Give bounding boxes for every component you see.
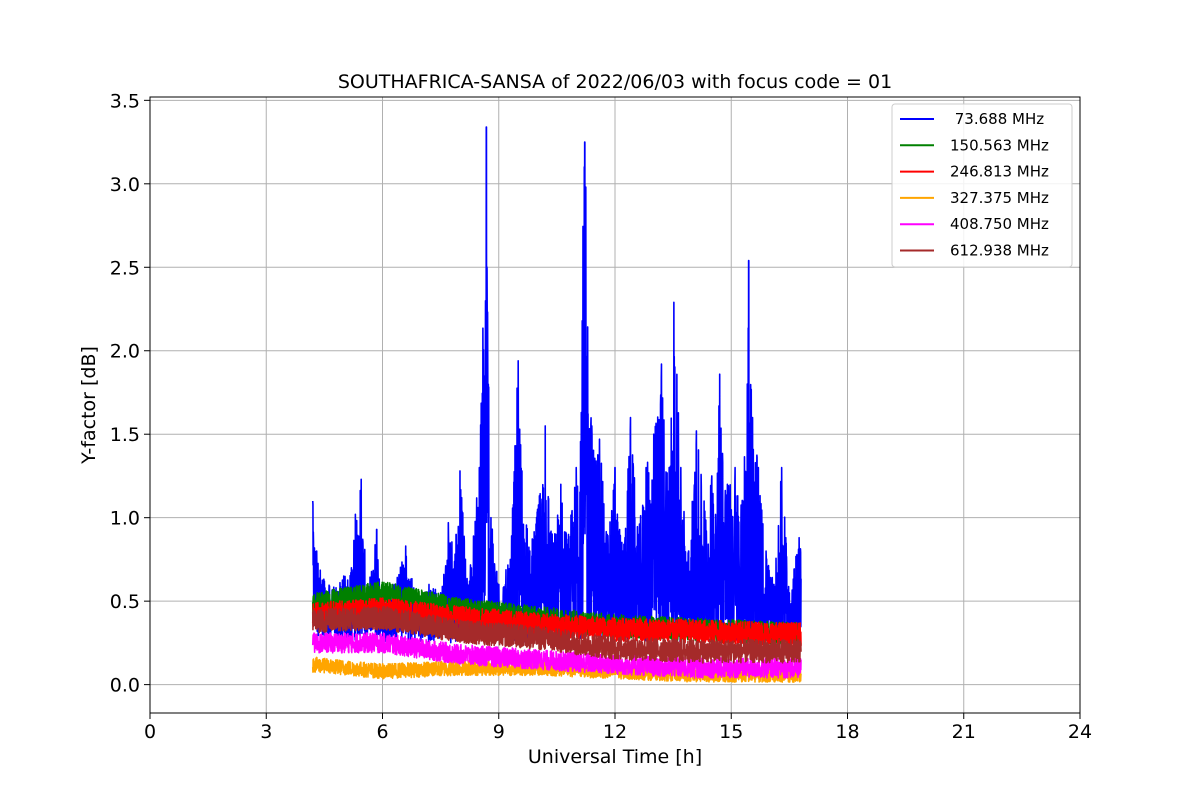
legend-entry: 612.938 MHz: [950, 242, 1049, 260]
legend-entry: 150.563 MHz: [950, 136, 1049, 154]
y-tick-label: 3.0: [110, 174, 140, 196]
legend-box: [891, 103, 1073, 268]
x-tick-label: 24: [1068, 721, 1092, 743]
x-tick-label: 18: [835, 721, 859, 743]
x-tick-label: 9: [493, 721, 505, 743]
series-line: [311, 606, 802, 664]
legend-entry: 246.813 MHz: [950, 163, 1049, 181]
y-tick-label: 2.0: [110, 341, 140, 363]
x-tick-label: 6: [376, 721, 388, 743]
y-tick-label: 1.5: [110, 424, 140, 446]
legend-entry: 327.375 MHz: [950, 189, 1049, 207]
legend: 73.688 MHz 150.563 MHz 246.813 MHz 327.375 …: [891, 103, 1073, 268]
series-line: [311, 126, 802, 644]
y-tick-label: 2.5: [110, 257, 140, 279]
plot-area: [311, 126, 802, 683]
x-tick-label: 3: [260, 721, 272, 743]
y-tick-label: 0.5: [110, 591, 140, 613]
y-tick-label: 0.0: [110, 675, 140, 697]
x-tick-label: 0: [144, 721, 156, 743]
y-axis-label: Y-factor [dB]: [78, 346, 100, 465]
x-axis-label: Universal Time [h]: [528, 746, 702, 768]
legend-entry: 408.750 MHz: [950, 215, 1049, 233]
y-tick-label: 3.5: [110, 90, 140, 112]
x-tick-label: 12: [603, 721, 627, 743]
x-tick-label: 21: [952, 721, 976, 743]
chart-title: SOUTHAFRICA-SANSA of 2022/06/03 with foc…: [338, 71, 892, 93]
grid: [149, 97, 1081, 713]
legend-entry: 73.688 MHz: [950, 110, 1044, 128]
y-axis: 0.0 0.5 1.0 1.5 2.0 2.5 3.0 3.5: [110, 90, 150, 697]
y-tick-label: 1.0: [110, 508, 140, 530]
x-tick-label: 15: [719, 721, 743, 743]
x-axis: 0 3 6 9 12 15 18 21 24: [144, 713, 1092, 743]
series-line: [311, 632, 802, 679]
